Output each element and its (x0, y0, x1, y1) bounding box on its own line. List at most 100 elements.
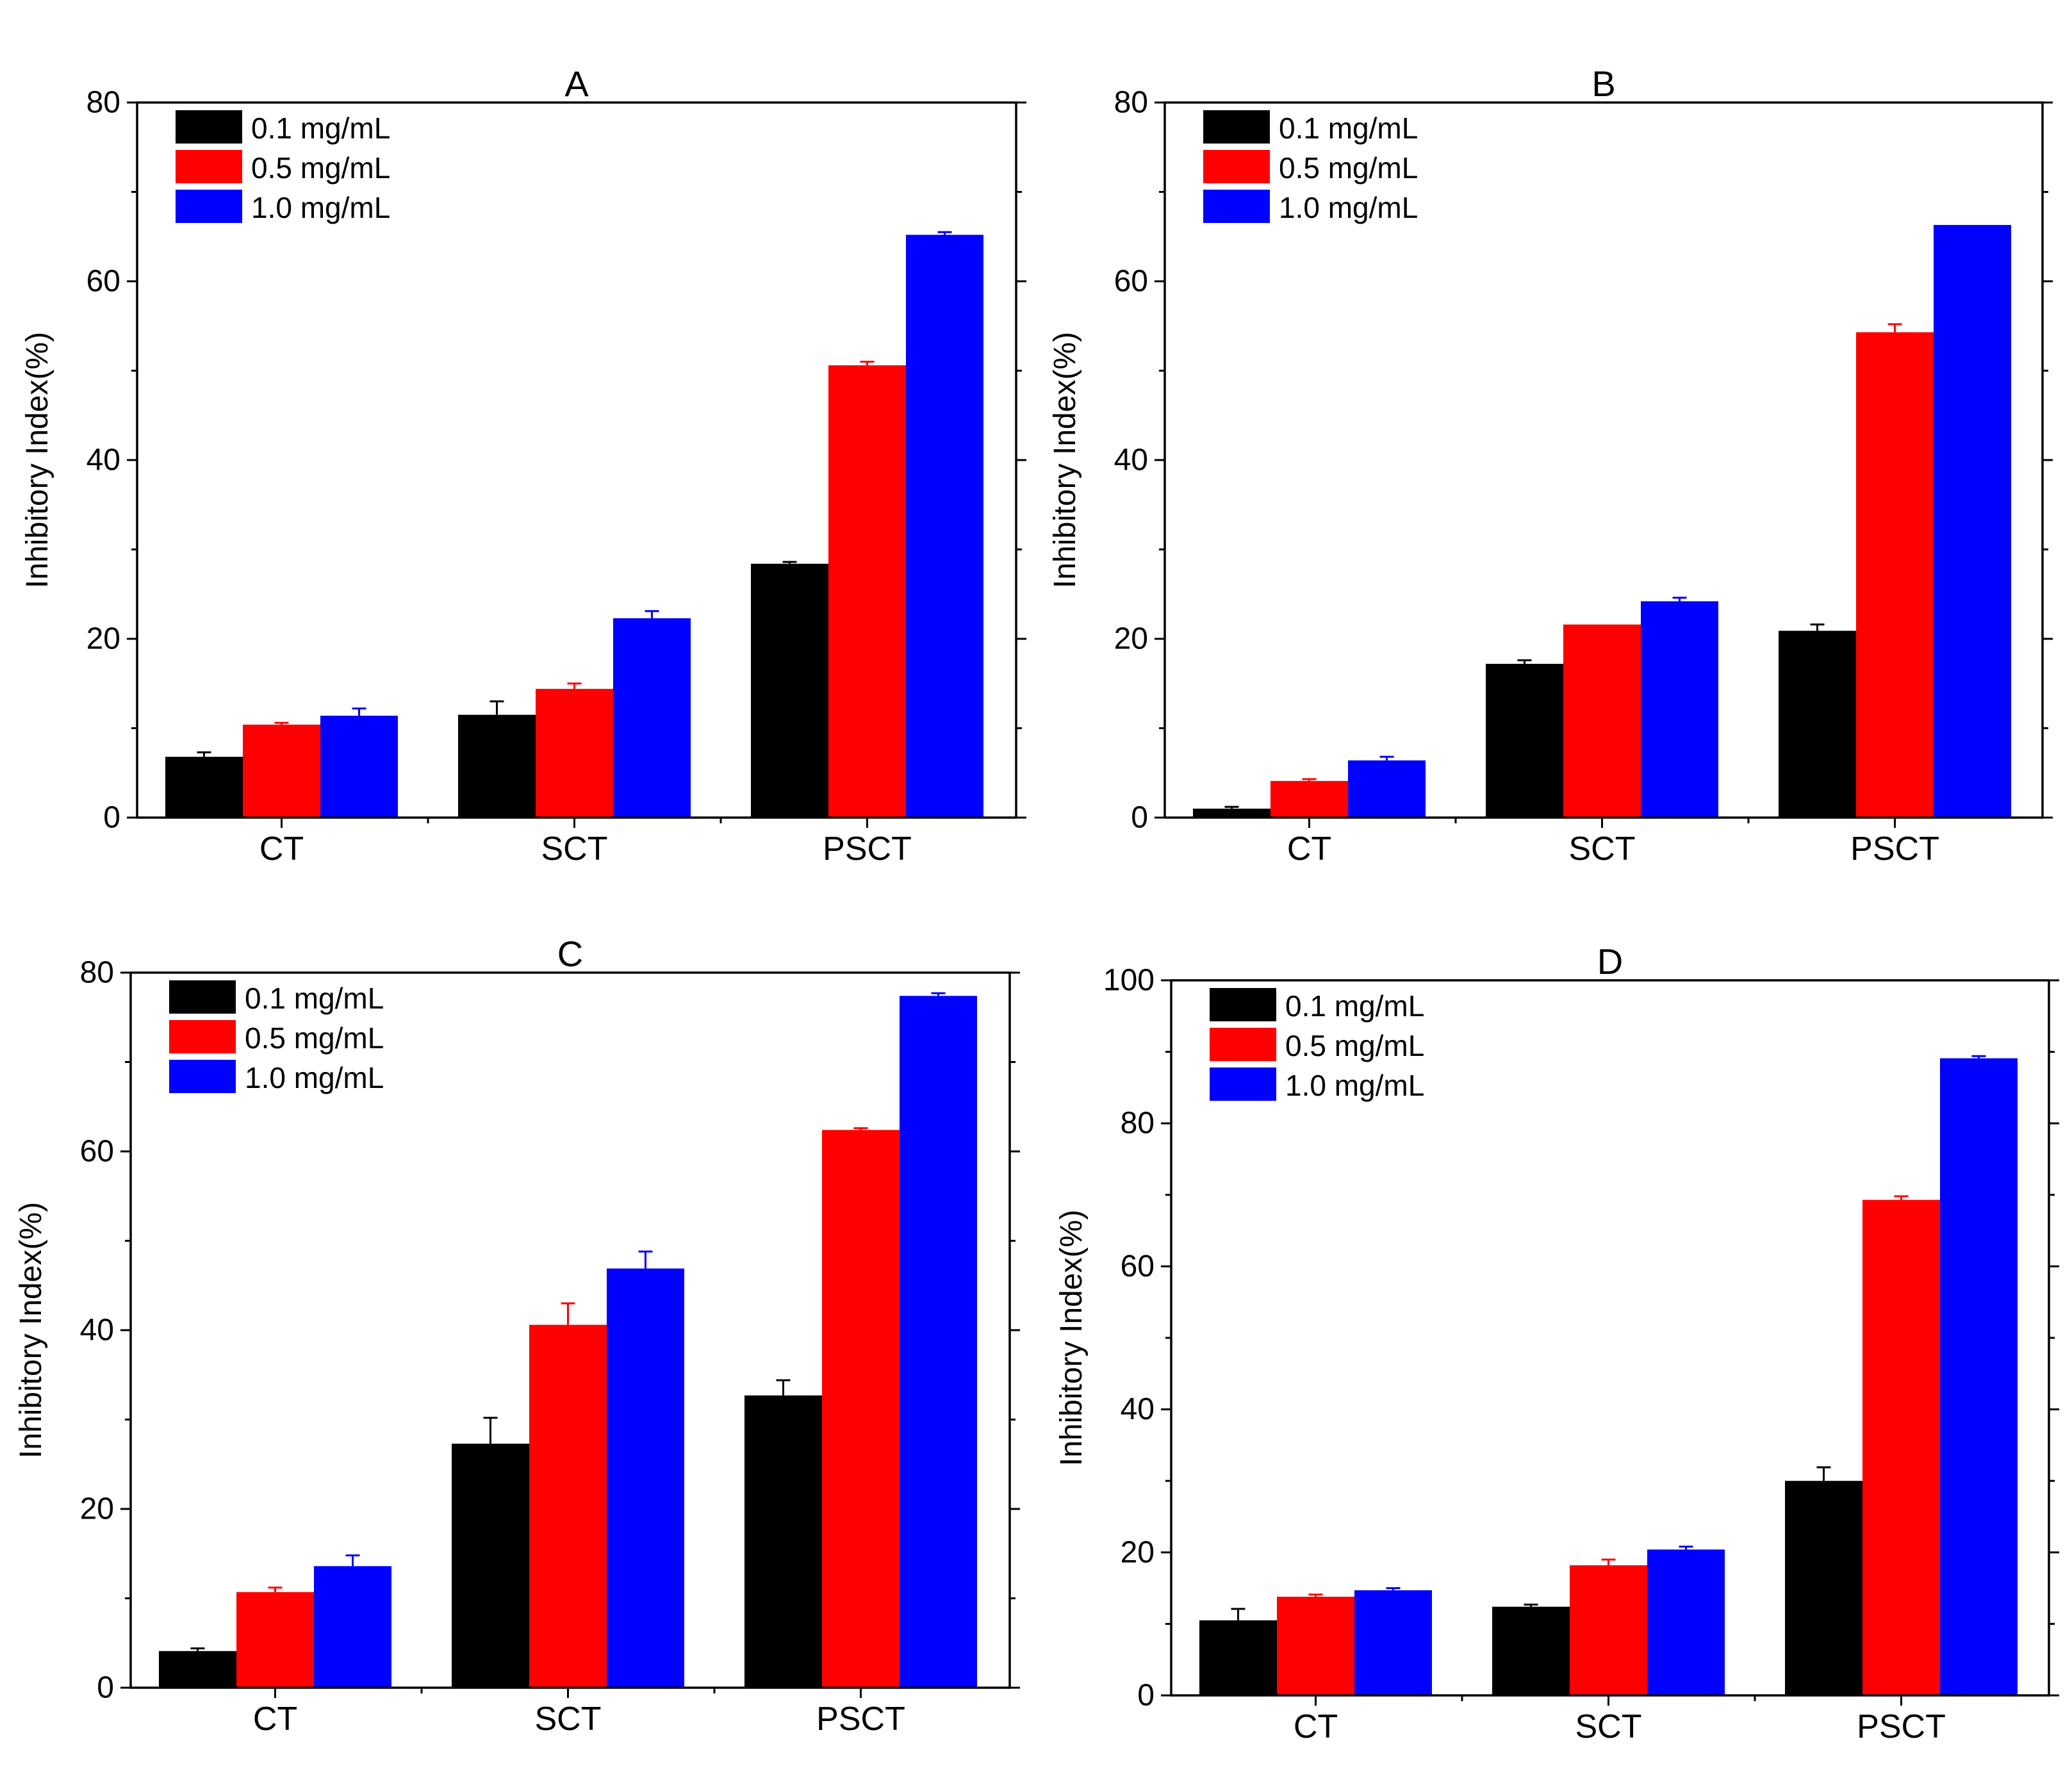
legend-swatch (1203, 110, 1270, 144)
legend-swatch (169, 1020, 236, 1053)
x-tick-label: CT (253, 1701, 297, 1738)
legend-swatch (169, 1060, 236, 1093)
bar (529, 1324, 607, 1688)
y-tick-label: 80 (1121, 1107, 1155, 1141)
bar (906, 235, 983, 818)
legend-label: 0.5 mg/mL (1279, 151, 1418, 185)
panel-title: D (1597, 941, 1623, 982)
x-tick-label: SCT (535, 1701, 602, 1738)
bar (536, 689, 613, 818)
x-tick-label: CT (259, 830, 304, 868)
legend: 0.1 mg/mL 0.5 mg/mL 1.0 mg/mL (1210, 988, 1424, 1102)
bar (1779, 630, 1856, 818)
x-tick-label: PSCT (1857, 1708, 1946, 1745)
x-tick-label: SCT (1569, 830, 1636, 868)
x-tick-label: PSCT (1850, 830, 1939, 868)
bar (1940, 1058, 2018, 1695)
x-tick-label: SCT (1575, 1708, 1642, 1745)
bar (1492, 1606, 1570, 1695)
legend-label: 1.0 mg/mL (1279, 191, 1418, 224)
legend-swatch (176, 150, 242, 183)
bar (1563, 624, 1641, 818)
bar (243, 724, 320, 818)
bar (822, 1130, 900, 1688)
panel-title: A (564, 63, 589, 104)
bar (1277, 1596, 1354, 1695)
legend-label: 0.1 mg/mL (1285, 989, 1424, 1023)
y-tick-label: 40 (86, 443, 120, 477)
y-tick-label: 80 (86, 86, 120, 120)
y-tick-label: 20 (86, 622, 120, 656)
legend-label: 0.5 mg/mL (245, 1021, 384, 1055)
legend-swatch (176, 190, 242, 223)
bar (1486, 664, 1563, 818)
legend-swatch (176, 110, 242, 144)
y-tick-label: 20 (80, 1492, 114, 1526)
legend-swatch (1203, 190, 1270, 223)
bar (1785, 1481, 1862, 1695)
bar (314, 1566, 391, 1688)
chart-panel-d: 0 20 40 60 80 100 CT SCT PSCT D Inhibitory Index(%… (1055, 941, 2059, 1745)
bar (458, 714, 536, 818)
legend-label: 0.1 mg/mL (1279, 111, 1418, 145)
bar (751, 563, 828, 818)
bar (1934, 225, 2011, 818)
legend-swatch (169, 980, 236, 1014)
bar (828, 365, 906, 818)
chart-panel-c: 0 20 40 60 80 CT SCT PSCT C Inhibitory Index(%) 0.… (14, 934, 1020, 1738)
legend: 0.1 mg/mL 0.5 mg/mL 1.0 mg/mL (176, 110, 390, 224)
x-tick-label: PSCT (816, 1701, 905, 1738)
bar (607, 1268, 684, 1688)
y-axis-title: Inhibitory Index(%) (1048, 332, 1082, 588)
y-tick-label: 0 (97, 1671, 114, 1705)
y-tick-label: 60 (1121, 1249, 1155, 1283)
bar (452, 1444, 529, 1688)
bar (1199, 1620, 1277, 1695)
legend-swatch (1210, 988, 1276, 1021)
y-tick-label: 20 (1114, 622, 1148, 656)
bar (1647, 1549, 1725, 1695)
legend-label: 0.5 mg/mL (1285, 1029, 1424, 1062)
x-tick-label: PSCT (823, 830, 912, 868)
legend-swatch (1210, 1067, 1276, 1101)
y-tick-label: 0 (1137, 1679, 1155, 1713)
bar (320, 715, 398, 818)
bar (236, 1592, 314, 1688)
bar (165, 757, 243, 818)
bar (1270, 780, 1348, 818)
panel-title: B (1591, 63, 1615, 104)
chart-panel-b: 0 20 40 60 80 CT SCT PSCT B Inhibitory Index(%) 0.… (1048, 63, 2053, 868)
y-axis-title: Inhibitory Index(%) (21, 332, 54, 588)
y-tick-label: 0 (1131, 801, 1148, 835)
bar (1570, 1565, 1647, 1695)
bar (1354, 1590, 1432, 1695)
y-tick-label: 80 (1114, 86, 1148, 120)
bar (1641, 601, 1718, 818)
bar (159, 1651, 236, 1688)
legend-label: 0.1 mg/mL (245, 982, 384, 1015)
bar (1856, 332, 1934, 818)
y-tick-label: 40 (80, 1314, 114, 1347)
bar (1862, 1199, 1940, 1695)
y-tick-label: 40 (1121, 1392, 1155, 1426)
legend-swatch (1203, 150, 1270, 183)
bar (744, 1395, 822, 1688)
y-axis-title: Inhibitory Index(%) (14, 1202, 48, 1458)
bar (1348, 760, 1426, 818)
legend-label: 0.5 mg/mL (251, 151, 390, 185)
x-tick-label: CT (1287, 830, 1331, 868)
legend: 0.1 mg/mL 0.5 mg/mL 1.0 mg/mL (169, 980, 384, 1094)
y-tick-label: 60 (86, 265, 120, 299)
y-tick-label: 0 (103, 801, 120, 835)
y-tick-label: 60 (80, 1135, 114, 1169)
legend-label: 0.1 mg/mL (251, 111, 390, 145)
y-tick-label: 20 (1121, 1535, 1155, 1569)
x-tick-label: CT (1294, 1708, 1338, 1745)
y-tick-label: 60 (1114, 265, 1148, 299)
y-tick-label: 40 (1114, 443, 1148, 477)
bar (900, 996, 977, 1688)
legend-label: 1.0 mg/mL (251, 191, 390, 224)
bar (613, 618, 691, 818)
legend-swatch (1210, 1028, 1276, 1061)
